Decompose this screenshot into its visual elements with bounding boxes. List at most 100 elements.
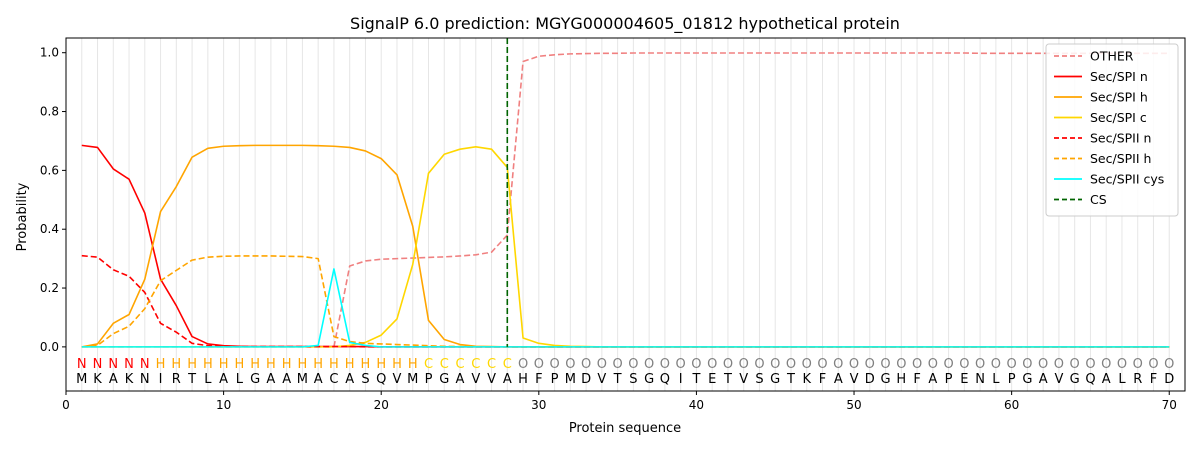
region-label: O — [975, 357, 985, 372]
region-label: H — [361, 357, 371, 372]
residue-label: H — [896, 372, 906, 387]
region-label: O — [644, 357, 654, 372]
x-tick-label: 70 — [1162, 398, 1177, 412]
residue-label: P — [425, 372, 433, 387]
residue-label: T — [613, 372, 622, 387]
residue-label: G — [250, 372, 260, 387]
legend-label: Sec/SPI c — [1090, 110, 1147, 125]
residue-label: G — [644, 372, 654, 387]
residue-label: L — [236, 372, 244, 387]
legend-label: Sec/SPI h — [1090, 90, 1148, 105]
region-label: O — [1101, 357, 1111, 372]
residue-label: P — [945, 372, 953, 387]
region-label: C — [487, 357, 496, 372]
residue-label: G — [770, 372, 780, 387]
region-label: O — [707, 357, 717, 372]
region-label: O — [1054, 357, 1064, 372]
region-label: O — [786, 357, 796, 372]
region-label: N — [108, 357, 118, 372]
region-label: C — [503, 357, 512, 372]
axes: 0 10 20 30 40 50 60 70 0.0 0.2 0.4 0.6 0.8 1.0 — [40, 37, 1186, 412]
region-label: H — [329, 357, 339, 372]
region-label: H — [203, 357, 213, 372]
residue-label: F — [819, 372, 826, 387]
x-tick-label: 40 — [689, 398, 704, 412]
y-tick-label: 0.2 — [40, 281, 59, 295]
region-label: C — [440, 357, 449, 372]
region-label: H — [313, 357, 323, 372]
legend-label: CS — [1090, 192, 1107, 207]
residue-label: E — [960, 372, 968, 387]
region-label: O — [676, 357, 686, 372]
residue-label: N — [140, 372, 150, 387]
region-label: O — [1070, 357, 1080, 372]
residue-label: A — [282, 372, 291, 387]
region-label: C — [471, 357, 480, 372]
series-line-sec-spi-h — [81, 144, 1170, 348]
x-tick-label: 10 — [216, 398, 231, 412]
region-label: H — [250, 357, 260, 372]
region-label: H — [345, 357, 355, 372]
region-label: H — [298, 357, 308, 372]
residue-label: G — [1070, 372, 1080, 387]
region-label: O — [691, 357, 701, 372]
residue-label: T — [786, 372, 795, 387]
residue-label: A — [834, 372, 843, 387]
residue-label: C — [329, 372, 338, 387]
sequence-labels: NMNKNANKNNHIHRHTHLHAHLHGHAHAHMHAHCHAHSHQ… — [76, 357, 1174, 387]
region-label: O — [754, 357, 764, 372]
region-label: O — [723, 357, 733, 372]
region-label: O — [833, 357, 843, 372]
residue-label: F — [1150, 372, 1157, 387]
region-label: O — [597, 357, 607, 372]
region-label: H — [234, 357, 244, 372]
residue-label: T — [691, 372, 700, 387]
residue-label: A — [928, 372, 937, 387]
region-label: H — [219, 357, 229, 372]
region-label: H — [376, 357, 386, 372]
residue-label: S — [629, 372, 637, 387]
region-label: H — [266, 357, 276, 372]
region-label: O — [1038, 357, 1048, 372]
region-label: O — [991, 357, 1001, 372]
residue-label: S — [755, 372, 763, 387]
region-label: O — [1085, 357, 1095, 372]
residue-label: M — [76, 372, 87, 387]
region-label: O — [565, 357, 575, 372]
residue-label: A — [1102, 372, 1111, 387]
region-label: H — [187, 357, 197, 372]
region-label: O — [1007, 357, 1017, 372]
grid — [81, 38, 1170, 391]
residue-label: M — [565, 372, 576, 387]
residue-label: I — [159, 372, 163, 387]
residue-label: N — [975, 372, 985, 387]
residue-label: K — [93, 372, 102, 387]
region-label: O — [1133, 357, 1143, 372]
region-label: O — [613, 357, 623, 372]
residue-label: A — [314, 372, 323, 387]
residue-label: A — [109, 372, 118, 387]
region-label: O — [802, 357, 812, 372]
region-label: N — [77, 357, 87, 372]
region-label: O — [959, 357, 969, 372]
residue-label: D — [865, 372, 875, 387]
residue-label: V — [597, 372, 606, 387]
residue-label: F — [913, 372, 920, 387]
residue-label: R — [172, 372, 181, 387]
series-line-sec-spii-h — [81, 255, 1170, 348]
residue-label: D — [581, 372, 591, 387]
region-label: O — [865, 357, 875, 372]
region-label: O — [581, 357, 591, 372]
series-line-sec-spii-cys — [81, 268, 1170, 348]
y-tick-label: 0.8 — [40, 105, 59, 119]
residue-label: V — [739, 372, 748, 387]
y-tick-label: 0.0 — [40, 340, 59, 354]
residue-label: K — [125, 372, 134, 387]
residue-label: P — [551, 372, 559, 387]
y-axis-label: Probability — [15, 182, 30, 251]
residue-label: G — [439, 372, 449, 387]
residue-label: T — [187, 372, 196, 387]
residue-label: D — [1164, 372, 1174, 387]
region-label: C — [424, 357, 433, 372]
